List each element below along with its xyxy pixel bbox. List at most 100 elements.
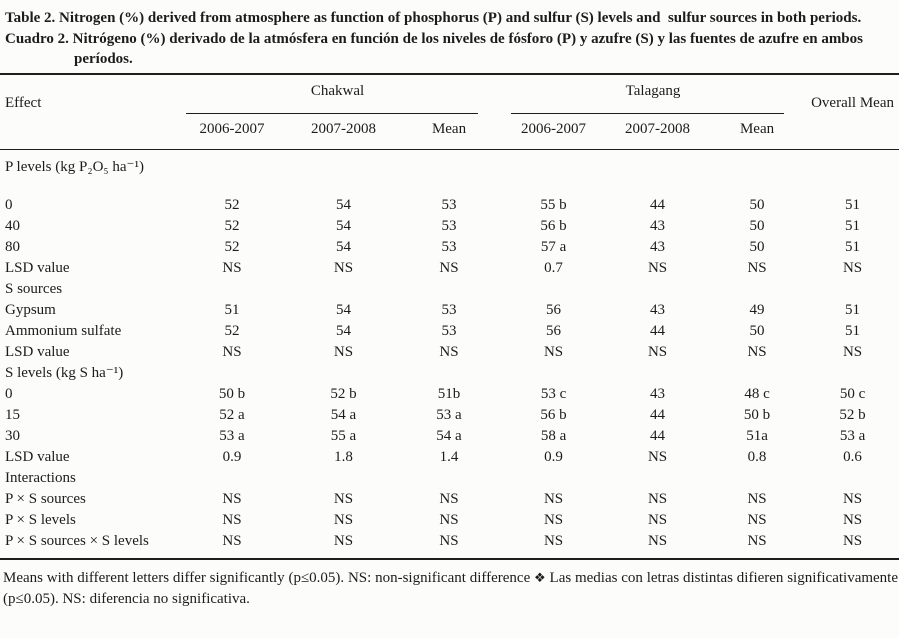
table-row: Ammonium sulfate 52 54 53 56 44 50 51	[0, 321, 899, 342]
cell-value: 53	[441, 301, 457, 318]
column-group-talagang: Talagang	[500, 74, 806, 114]
caption-spanish: Cuadro 2. Nitrógeno (%) derivado de la a…	[5, 29, 897, 70]
cell-value: 56 b	[540, 217, 567, 234]
cell-value: NS	[439, 490, 459, 507]
cell-value: NS	[222, 343, 242, 360]
cell-value: 53 a	[219, 427, 245, 444]
cell-value: NS	[747, 532, 767, 549]
cell-value: 51b	[437, 385, 461, 402]
cell-value: NS	[747, 490, 767, 507]
caption-english-label: Table 2.	[5, 10, 56, 26]
cell-value: NS	[647, 490, 668, 507]
caption-english-text: Nitrogen (%) derived from atmosphere as …	[59, 10, 862, 26]
group-header-row: Effect Chakwal Talagang Overall Mean	[0, 73, 899, 150]
footnote-english: Means with different letters differ sign…	[3, 569, 531, 586]
section-row: S sources	[0, 279, 899, 300]
row-label: 30	[5, 427, 20, 444]
sub-header-row: 2006-2007 2007-2008 Mean 2006-2007 2007-…	[0, 113, 899, 150]
cell-value: NS	[647, 259, 668, 276]
cell-value: 54	[336, 196, 351, 213]
cell-value: NS	[842, 490, 863, 507]
row-label: LSD value	[5, 448, 70, 465]
table-body: P levels (kg P₂O₅ ha⁻¹) 0 52 54 53 55 b 44 50 51…	[0, 149, 899, 559]
table-row: 0 50 b 52 b 51b 53 c 43 48 c 50 c	[0, 384, 899, 405]
table-row: 40 52 54 53 56 b 43 50 51	[0, 216, 899, 237]
cell-value: 51	[845, 301, 861, 318]
footnote-spanish: Las medias con letras distintas difieren…	[3, 569, 899, 608]
cell-value: NS	[842, 532, 863, 549]
cell-value: 53	[441, 322, 457, 339]
cell-value: NS	[647, 343, 668, 360]
cell-value: NS	[222, 490, 242, 507]
row-label: Gypsum	[5, 301, 56, 318]
cell-value: 53	[441, 196, 457, 213]
table-row: 0 52 54 53 55 b 44 50 51	[0, 195, 899, 216]
row-label: 40	[5, 217, 20, 234]
cell-value: 53 c	[540, 385, 567, 402]
cell-value: NS	[842, 259, 863, 276]
cell-value: 43	[650, 301, 666, 318]
cell-value: 54	[336, 322, 351, 339]
cell-value: 53	[441, 238, 457, 255]
cell-value: 52	[224, 217, 240, 234]
table-caption: Table 2. Nitrogen (%) derived from atmos…	[0, 6, 899, 70]
cell-value: 52 b	[330, 385, 357, 402]
cell-value: 56	[546, 301, 562, 318]
cell-value: 0.8	[747, 448, 767, 465]
cell-value: 53 a	[436, 406, 462, 423]
cell-value: NS	[647, 532, 668, 549]
table-row: 15 52 a 54 a 53 a 56 b 44 50 b 52 b	[0, 405, 899, 426]
row-label: 15	[5, 406, 20, 423]
column-header-year: 2006-2007	[500, 113, 608, 150]
cell-value: 52 b	[839, 406, 866, 423]
cell-value: 52	[224, 322, 240, 339]
cell-value: NS	[439, 343, 459, 360]
cell-value: 43	[650, 217, 666, 234]
cell-value: 54 a	[330, 406, 357, 423]
row-label: Ammonium sulfate	[5, 322, 122, 339]
table-row: P × S sources NS NS NS NS NS NS NS	[0, 489, 899, 510]
cell-value: 43	[650, 385, 666, 402]
cell-value: 50	[749, 196, 765, 213]
cell-value: NS	[747, 259, 767, 276]
cell-value: NS	[543, 343, 564, 360]
caption-spanish-label: Cuadro 2.	[5, 30, 69, 47]
cell-value: NS	[543, 490, 564, 507]
cell-value: 51	[845, 322, 861, 339]
table-row: P × S sources × S levels NS NS NS NS NS NS NS	[0, 531, 899, 559]
cell-value: NS	[439, 532, 459, 549]
cell-value: 52	[224, 238, 240, 255]
cell-value: 51	[845, 196, 861, 213]
cell-value: 54	[336, 217, 351, 234]
row-label: P × S levels	[5, 511, 76, 528]
row-label: P × S sources	[5, 490, 86, 507]
cell-value: NS	[842, 511, 863, 528]
cell-value: 50 b	[218, 385, 246, 402]
cell-value: 53	[441, 217, 457, 234]
cell-value: 52	[224, 196, 240, 213]
cell-value: 1.8	[334, 448, 353, 465]
cell-value: NS	[333, 343, 354, 360]
table-row: 80 52 54 53 57 a 43 50 51	[0, 237, 899, 258]
cell-value: 43	[650, 238, 666, 255]
column-header-overall-mean: Overall Mean	[806, 73, 899, 150]
cell-value: 44	[650, 427, 666, 444]
table-row: LSD value NS NS NS 0.7 NS NS NS	[0, 258, 899, 279]
row-label: LSD value	[5, 259, 70, 276]
row-label: 0	[5, 385, 13, 402]
column-header-mean: Mean	[708, 113, 807, 150]
cell-value: 56	[546, 322, 562, 339]
column-header-effect: Effect	[0, 73, 175, 150]
table-row: LSD value 0.9 1.8 1.4 0.9 NS 0.8 0.6	[0, 447, 899, 468]
table-row: Gypsum 51 54 53 56 43 49 51	[0, 300, 899, 321]
footnote: Means with different letters differ sign…	[3, 568, 898, 610]
section-row: P levels (kg P₂O₅ ha⁻¹)	[0, 149, 899, 195]
row-label: LSD value	[5, 343, 70, 360]
section-label: Interactions	[5, 469, 76, 486]
cell-value: NS	[543, 532, 564, 549]
cell-value: 0.6	[843, 448, 862, 465]
cell-value: 44	[650, 406, 666, 423]
cell-value: NS	[647, 448, 668, 465]
cell-value: NS	[333, 532, 354, 549]
